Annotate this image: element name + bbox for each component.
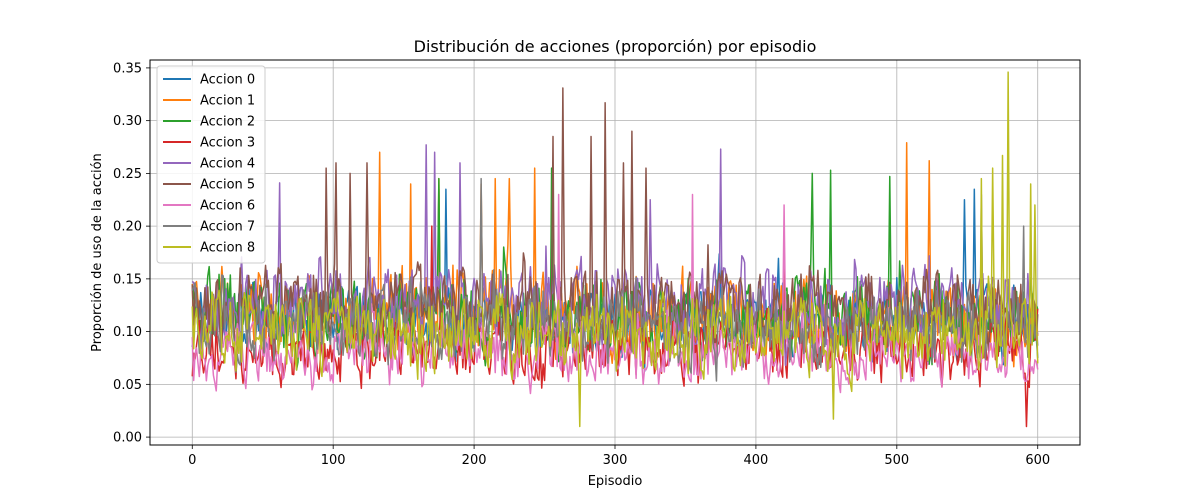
- y-tick-label: 0.15: [113, 272, 142, 287]
- y-axis-label: Proporción de uso de la acción: [90, 153, 105, 352]
- y-tick-label: 0.25: [113, 167, 142, 182]
- y-tick-label: 0.30: [113, 114, 142, 129]
- chart-title: Distribución de acciones (proporción) po…: [414, 37, 817, 56]
- series-line-accion-8: [191, 71, 1039, 428]
- x-axis-ticks: 0 100 200 300 400 500 600: [188, 445, 1050, 468]
- x-tick-label: 0: [188, 453, 196, 468]
- legend-label: Accion 5: [200, 178, 255, 193]
- series-lines: [191, 71, 1039, 428]
- legend-label: Accion 2: [200, 115, 255, 130]
- legend: Accion 0 Accion 1 Accion 2 Accion 3 Accion 4…: [156, 65, 266, 264]
- y-tick-label: 0.05: [113, 378, 142, 393]
- x-tick-label: 300: [603, 453, 628, 468]
- legend-box: [156, 65, 266, 264]
- legend-label: Accion 0: [200, 73, 255, 88]
- x-tick-label: 500: [884, 453, 909, 468]
- legend-label: Accion 7: [200, 220, 255, 235]
- legend-label: Accion 3: [200, 136, 255, 151]
- legend-label: Accion 8: [200, 241, 255, 256]
- x-tick-label: 100: [321, 453, 346, 468]
- y-tick-label: 0.10: [113, 325, 142, 340]
- x-tick-label: 600: [1025, 453, 1050, 468]
- x-tick-label: 400: [743, 453, 768, 468]
- legend-label: Accion 1: [200, 94, 255, 109]
- legend-label: Accion 6: [200, 199, 255, 214]
- x-axis-label: Episodio: [588, 474, 643, 489]
- series-line-accion-4: [191, 144, 1039, 367]
- y-axis-ticks: 0.00 0.05 0.10 0.15 0.20 0.25 0.30 0.35: [113, 61, 150, 446]
- y-tick-label: 0.35: [113, 61, 142, 76]
- legend-label: Accion 4: [200, 157, 255, 172]
- y-tick-label: 0.00: [113, 431, 142, 446]
- x-tick-label: 200: [462, 453, 487, 468]
- y-tick-label: 0.20: [113, 220, 142, 235]
